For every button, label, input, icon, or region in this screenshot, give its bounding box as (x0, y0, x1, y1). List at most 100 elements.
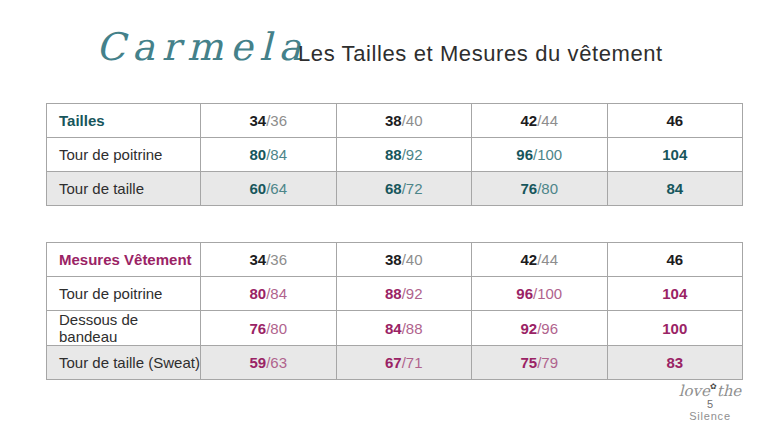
value-main: 96 (516, 146, 533, 163)
row-header-tailles: Tailles (47, 104, 201, 138)
footer-script-love: love (679, 382, 710, 400)
garment-measures-table: Mesures Vêtement 34/36 38/40 42/44 46 To… (46, 242, 743, 380)
value-main: 75 (520, 354, 537, 371)
size-column-header: 38/40 (336, 243, 472, 277)
body-sizes-table: Tailles 34/36 38/40 42/44 46 Tour de poi… (46, 103, 743, 206)
value-main: 46 (666, 251, 683, 268)
value-main: 80 (249, 146, 266, 163)
row-label: Tour de taille (47, 172, 201, 206)
measure-cell: 80/84 (201, 138, 337, 172)
value-rest: /92 (402, 146, 423, 163)
value-rest: /36 (266, 251, 287, 268)
row-label: Tour de poitrine (47, 277, 201, 311)
row-header-label: Tailles (59, 112, 105, 129)
measure-cell: 83 (607, 346, 743, 380)
value-rest: /84 (266, 146, 287, 163)
footer-brand-block: love✿the 5 Silence (662, 380, 758, 423)
measure-cell: 84 (607, 172, 743, 206)
measure-cell: 68/72 (336, 172, 472, 206)
table-row: Dessous de bandeau 76/80 84/88 92/96 100 (47, 311, 743, 346)
measure-cell: 75/79 (472, 346, 608, 380)
value-main: 42 (520, 251, 537, 268)
value-main: 68 (385, 180, 402, 197)
measure-cell: 80/84 (201, 277, 337, 311)
size-column-header: 42/44 (472, 243, 608, 277)
value-main: 100 (662, 320, 687, 337)
table-row: Tour de poitrine 80/84 88/92 96/100 104 (47, 138, 743, 172)
value-rest: /44 (537, 112, 558, 129)
measure-cell: 92/96 (472, 311, 608, 346)
value-main: 88 (385, 146, 402, 163)
size-column-header: 38/40 (336, 104, 472, 138)
value-main: 46 (666, 112, 683, 129)
value-rest: /36 (266, 112, 287, 129)
value-main: 92 (520, 320, 537, 337)
value-main: 80 (249, 285, 266, 302)
flower-icon: ✿ (710, 382, 717, 391)
value-main: 88 (385, 285, 402, 302)
size-column-header: 42/44 (472, 104, 608, 138)
measure-cell: 104 (607, 277, 743, 311)
value-main: 83 (666, 354, 683, 371)
value-rest: /63 (266, 354, 287, 371)
value-rest: /84 (266, 285, 287, 302)
value-rest: /80 (266, 320, 287, 337)
value-rest: /96 (537, 320, 558, 337)
value-rest: /40 (402, 251, 423, 268)
value-rest: /44 (537, 251, 558, 268)
page-title: Les Tailles et Mesures du vêtement (298, 41, 663, 67)
size-column-header: 34/36 (201, 104, 337, 138)
value-main: 76 (249, 320, 266, 337)
table-row: Tour de taille (Sweat) 59/63 67/71 75/79… (47, 346, 743, 380)
measure-cell: 84/88 (336, 311, 472, 346)
measure-cell: 59/63 (201, 346, 337, 380)
value-main: 104 (662, 285, 687, 302)
measure-cell: 100 (607, 311, 743, 346)
measure-cell: 96/100 (472, 138, 608, 172)
footer-brand-script: love✿the (662, 380, 758, 398)
value-rest: /72 (402, 180, 423, 197)
value-main: 59 (249, 354, 266, 371)
page-number: 5 (662, 398, 758, 410)
value-main: 76 (520, 180, 537, 197)
measure-cell: 60/64 (201, 172, 337, 206)
row-label: Dessous de bandeau (47, 311, 201, 346)
footer-brand-name: Silence (662, 410, 758, 423)
value-rest: /92 (402, 285, 423, 302)
measure-cell: 76/80 (201, 311, 337, 346)
table-row: Mesures Vêtement 34/36 38/40 42/44 46 (47, 243, 743, 277)
brand-logo-carmela: Carmela (96, 16, 306, 78)
measure-cell: 88/92 (336, 277, 472, 311)
slide-background: Carmela Les Tailles et Mesures du vêteme… (0, 0, 768, 431)
size-column-header: 46 (607, 104, 743, 138)
size-column-header: 34/36 (201, 243, 337, 277)
value-main: 84 (385, 320, 402, 337)
value-main: 96 (516, 285, 533, 302)
value-main: 84 (666, 180, 683, 197)
value-main: 67 (385, 354, 402, 371)
measure-cell: 104 (607, 138, 743, 172)
row-label: Tour de taille (Sweat) (47, 346, 201, 380)
value-rest: /79 (537, 354, 558, 371)
value-rest: /40 (402, 112, 423, 129)
value-main: 104 (662, 146, 687, 163)
value-main: 42 (520, 112, 537, 129)
value-rest: /80 (537, 180, 558, 197)
value-main: 60 (249, 180, 266, 197)
value-main: 38 (385, 251, 402, 268)
value-rest: /64 (266, 180, 287, 197)
value-rest: /71 (402, 354, 423, 371)
table-row: Tailles 34/36 38/40 42/44 46 (47, 104, 743, 138)
value-rest: /88 (402, 320, 423, 337)
value-main: 34 (249, 112, 266, 129)
table-row: Tour de poitrine 80/84 88/92 96/100 104 (47, 277, 743, 311)
measure-cell: 88/92 (336, 138, 472, 172)
footer-script-the: the (717, 382, 742, 400)
value-rest: /100 (533, 285, 562, 302)
row-label: Tour de poitrine (47, 138, 201, 172)
table-row: Tour de taille 60/64 68/72 76/80 84 (47, 172, 743, 206)
measure-cell: 67/71 (336, 346, 472, 380)
row-header-label: Mesures Vêtement (59, 251, 192, 268)
value-rest: /100 (533, 146, 562, 163)
row-header-mesures-vetement: Mesures Vêtement (47, 243, 201, 277)
